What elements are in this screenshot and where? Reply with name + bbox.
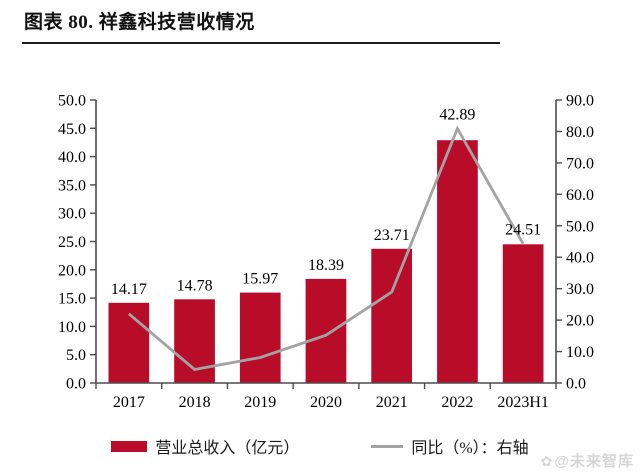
chart-legend: 营业总收入（亿元） 同比（%）：右轴 <box>0 434 640 458</box>
bar-2019 <box>239 292 281 383</box>
title-rule <box>22 42 500 45</box>
bar-2017 <box>108 302 150 383</box>
bar-label-2020: 18.39 <box>308 257 344 274</box>
left-axis-tick-label: 15.0 <box>58 291 86 308</box>
left-axis-tick-label: 25.0 <box>58 234 86 251</box>
bar-label-2021: 23.71 <box>374 227 410 244</box>
revenue-bar-swatch <box>111 440 148 452</box>
yoy-line-swatch <box>371 444 404 448</box>
right-axis-tick-label: 50.0 <box>566 218 594 235</box>
x-axis-label-2019: 2019 <box>244 394 276 411</box>
right-axis-tick-label: 40.0 <box>566 250 594 267</box>
x-axis-label-2021: 2021 <box>376 394 408 411</box>
watermark: ✿@未来智库 <box>541 450 634 471</box>
bar-2023H1 <box>502 244 544 383</box>
watermark-icon: ✿ <box>540 453 554 469</box>
bar-label-2017: 14.17 <box>111 281 147 298</box>
left-axis-tick-label: 50.0 <box>58 93 86 110</box>
right-axis-tick-label: 70.0 <box>566 155 594 172</box>
right-axis-tick-label: 80.0 <box>566 124 594 141</box>
revenue-chart-svg: 0.0 5.0 10.0 15.0 20.0 25.0 30.0 35.0 40.0 45.0 50… <box>58 93 594 412</box>
left-axis-tick-label: 45.0 <box>58 121 86 138</box>
left-axis-tick-label: 35.0 <box>58 177 86 194</box>
left-axis-tick-label: 10.0 <box>58 319 86 336</box>
left-axis-tick-label: 5.0 <box>66 347 86 364</box>
left-axis-tick-label: 20.0 <box>58 262 86 279</box>
revenue-chart: 0.0 5.0 10.0 15.0 20.0 25.0 30.0 35.0 40.0 45.0 50… <box>0 70 640 422</box>
right-axis-tick-label: 30.0 <box>566 281 594 298</box>
bar-label-2018: 14.78 <box>177 277 213 294</box>
x-axis-label-2017: 2017 <box>113 394 145 411</box>
bar-2020 <box>305 278 347 383</box>
yoy-line <box>127 125 525 371</box>
bar-2022 <box>437 140 478 383</box>
right-axis-tick-label: 0.0 <box>566 376 586 393</box>
left-axis-tick-label: 30.0 <box>58 206 86 223</box>
bar-label-2019: 15.97 <box>242 271 278 288</box>
right-axis-tick-label: 60.0 <box>566 187 594 204</box>
bar-2021 <box>371 248 412 383</box>
watermark-text: @未来智库 <box>554 453 634 470</box>
right-axis-tick-label: 90.0 <box>566 93 594 110</box>
x-axis-label-2020: 2020 <box>310 394 342 411</box>
x-axis-label-2023H1: 2023H1 <box>497 394 549 411</box>
right-axis-tick-label: 10.0 <box>566 344 594 361</box>
legend-label-revenue: 营业总收入（亿元） <box>155 440 300 457</box>
legend-item-yoy: 同比（%）：右轴 <box>371 434 529 458</box>
legend-item-revenue: 营业总收入（亿元） <box>111 434 299 458</box>
left-axis-tick-label: 40.0 <box>58 149 86 166</box>
x-axis-label-2022: 2022 <box>441 394 473 411</box>
bar-label-2022: 42.89 <box>439 107 475 124</box>
legend-label-yoy: 同比（%）：右轴 <box>411 440 529 457</box>
right-axis-tick-label: 20.0 <box>566 313 594 330</box>
bar-label-2023H1: 24.51 <box>505 222 541 239</box>
x-axis-label-2018: 2018 <box>179 394 211 411</box>
left-axis-tick-label: 0.0 <box>66 376 86 393</box>
figure-title: 图表 80. 祥鑫科技营收情况 <box>24 12 255 33</box>
